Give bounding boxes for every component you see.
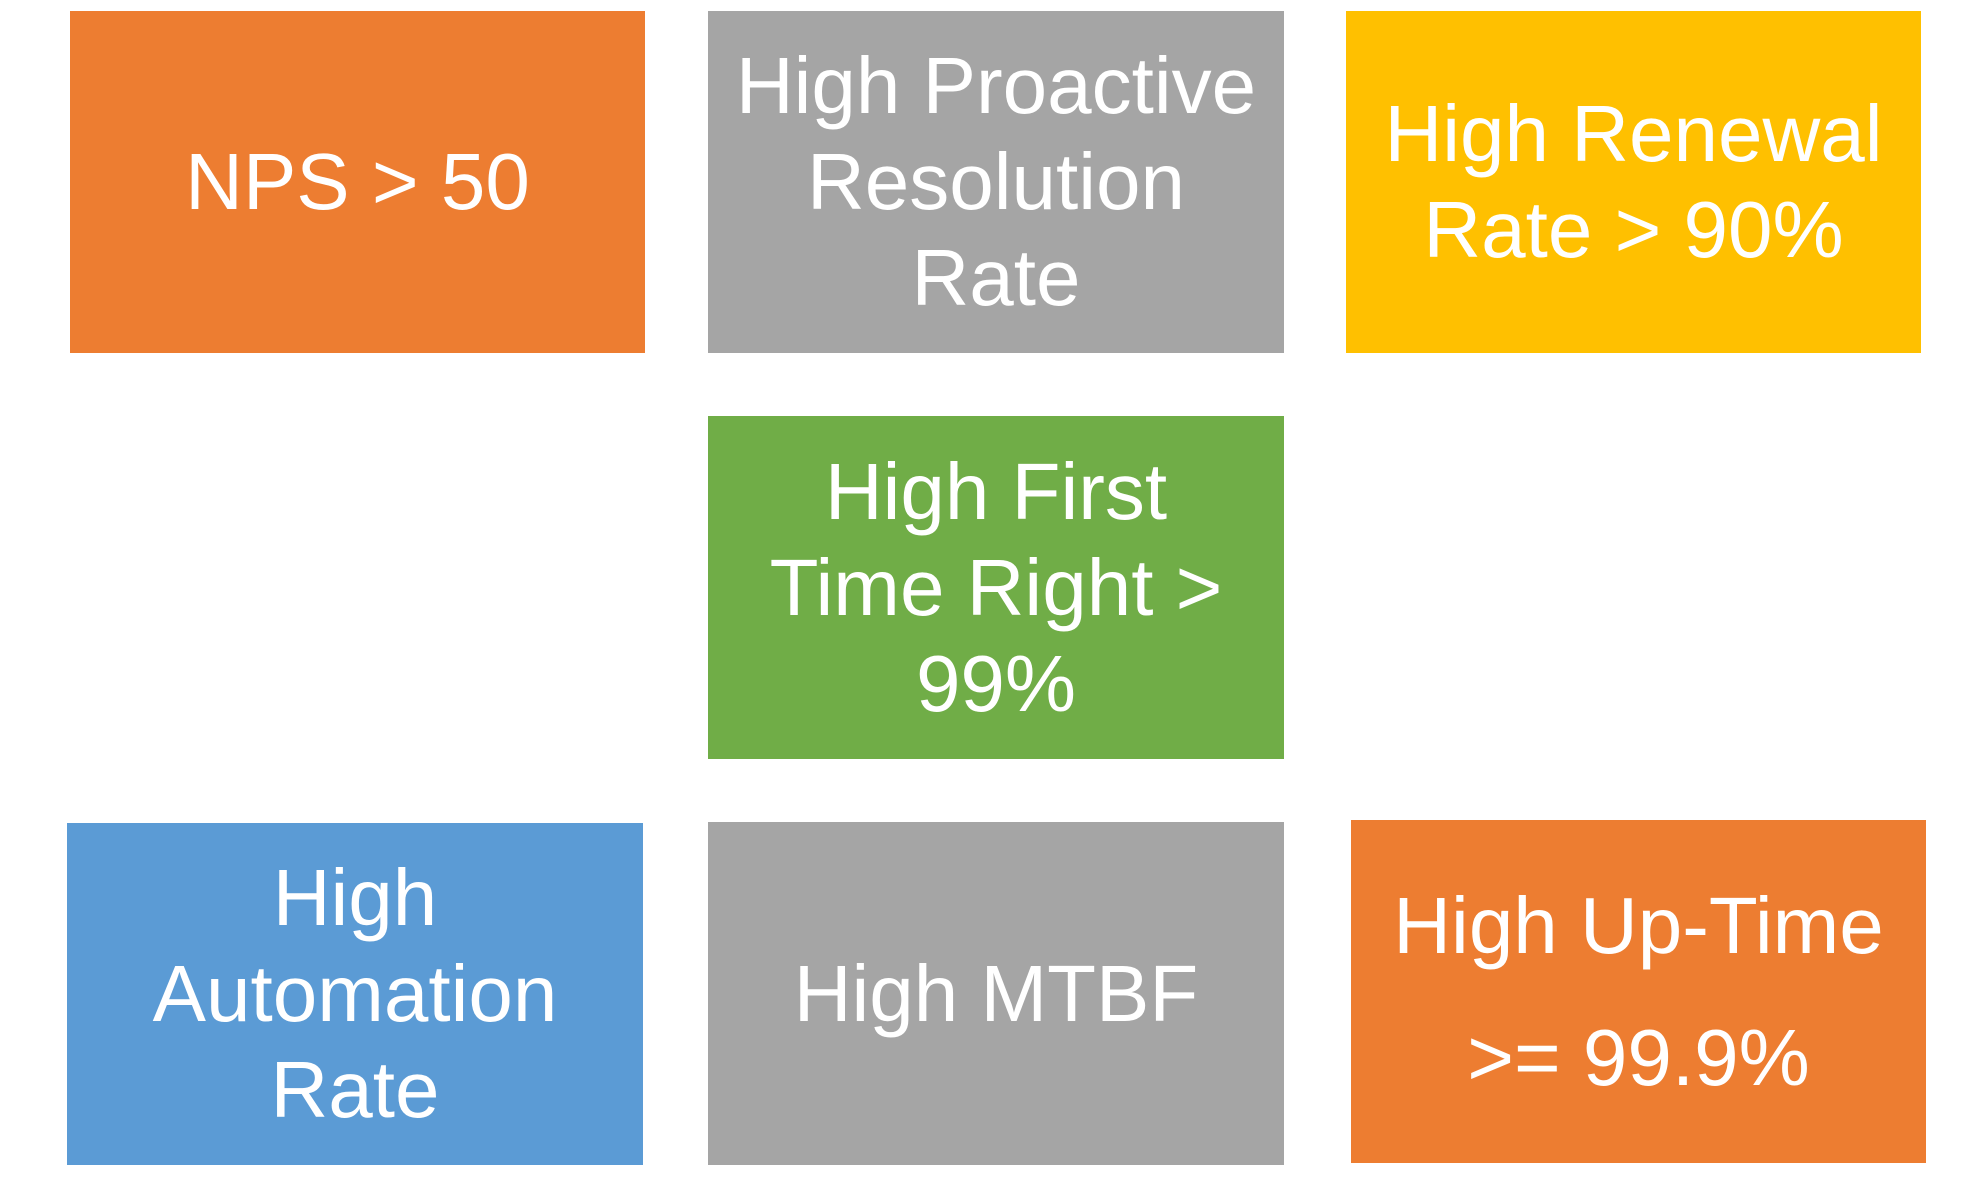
tile-label-line: Resolution bbox=[806, 137, 1185, 226]
tile-up-time: High Up-Time >= 99.9% bbox=[1351, 820, 1926, 1163]
tile-label-line: >= 99.9% bbox=[1467, 1012, 1810, 1102]
tile-label-line: Time Right > bbox=[769, 542, 1223, 632]
tile-label-line: Automation bbox=[152, 949, 558, 1038]
tile-first-time-right: High First Time Right > 99% bbox=[708, 416, 1284, 759]
tile-label-line: Rate bbox=[270, 1045, 440, 1134]
tile-proactive-resolution: High Proactive Resolution Rate bbox=[708, 11, 1284, 353]
tile-label-line: High Up-Time bbox=[1393, 880, 1884, 970]
tile-label-line: High First bbox=[824, 446, 1168, 536]
tile-label-line: High bbox=[272, 853, 438, 942]
tile-label-line: Rate bbox=[911, 233, 1081, 322]
tile-label-line: High Renewal bbox=[1384, 89, 1883, 178]
tile-renewal-rate: High Renewal Rate > 90% bbox=[1346, 11, 1921, 353]
tile-mtbf: High MTBF bbox=[708, 822, 1284, 1165]
tile-label-line: NPS > 50 bbox=[185, 137, 530, 226]
tile-nps: NPS > 50 bbox=[70, 11, 645, 353]
tile-automation-rate: High Automation Rate bbox=[67, 823, 643, 1165]
tile-label-line: 99% bbox=[915, 638, 1077, 728]
tile-label-line: Rate > 90% bbox=[1423, 185, 1844, 274]
tile-label-line: High MTBF bbox=[793, 948, 1199, 1038]
tile-label-line: High Proactive bbox=[735, 41, 1257, 130]
